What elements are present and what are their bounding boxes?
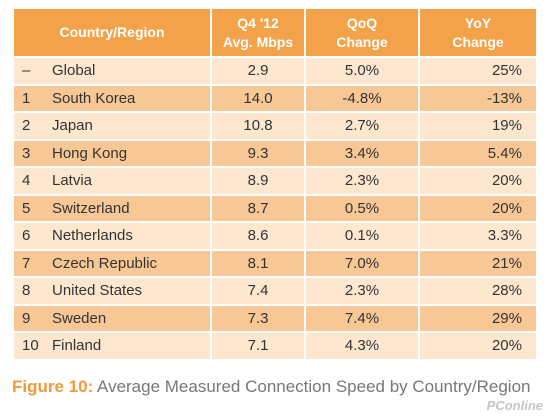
country-cell: 4 Latvia: [14, 168, 210, 194]
country-cell: 9 Sweden: [14, 305, 210, 331]
avg-speed-value: 9.3: [212, 140, 304, 166]
avg-speed-value: 8.9: [212, 168, 304, 194]
avg-speed-value: 14.0: [212, 85, 304, 111]
country-cell: 6 Netherlands: [14, 223, 210, 249]
rank-value: 1: [22, 89, 31, 107]
figure-caption: Figure 10: Average Measured Connection S…: [12, 377, 531, 397]
avg-speed-value: 7.3: [212, 305, 304, 331]
figure-label: Figure 10:: [12, 377, 94, 396]
header-yoy-line2: Change: [452, 33, 504, 50]
country-name: United States: [52, 282, 143, 300]
table-row: 3 Hong Kong 9.3 3.4% 5.4%: [14, 140, 536, 166]
header-speed-line2: Avg. Mbps: [222, 33, 294, 50]
qoq-change-value: 2.7%: [306, 113, 418, 139]
table-row: 9 Sweden 7.3 7.4% 29%: [14, 305, 536, 331]
yoy-change-value: 19%: [420, 113, 536, 139]
header-yoy-change: YoY Change: [420, 9, 536, 56]
yoy-change-value: -13%: [420, 85, 536, 111]
country-cell: 1 South Korea: [14, 85, 210, 111]
table-body: – Global 2.9 5.0% 25% 1 South Korea 14.0 -4.8% -1…: [14, 58, 536, 359]
country-cell: 3 Hong Kong: [14, 140, 210, 166]
qoq-change-value: 0.5%: [306, 195, 418, 221]
avg-speed-value: 8.1: [212, 250, 304, 276]
qoq-change-value: 4.3%: [306, 333, 418, 359]
table-row: 1 South Korea 14.0 -4.8% -13%: [14, 85, 536, 111]
country-name: Sweden: [52, 309, 107, 327]
country-cell: 2 Japan: [14, 113, 210, 139]
avg-speed-value: 2.9: [212, 58, 304, 84]
country-name: Netherlands: [52, 227, 133, 245]
table-row: 2 Japan 10.8 2.7% 19%: [14, 113, 536, 139]
country-cell: 7 Czech Republic: [14, 250, 210, 276]
watermark: PConline: [486, 398, 543, 413]
header-speed-line1: Q4 '12: [237, 14, 279, 31]
table-row: 10 Finland 7.1 4.3% 20%: [14, 333, 536, 359]
header-qoq-change: QoQ Change: [306, 9, 418, 56]
header-qoq-line1: QoQ: [346, 14, 378, 31]
rank-value: 10: [22, 337, 39, 355]
speed-table-container: Country/Region Q4 '12 Avg. Mbps QoQ Chan…: [12, 7, 536, 361]
rank-value: 5: [22, 199, 31, 217]
country-cell: 5 Switzerland: [14, 195, 210, 221]
rank-value: 3: [22, 144, 31, 162]
country-name: Switzerland: [52, 199, 130, 217]
yoy-change-value: 28%: [420, 278, 536, 304]
country-name: Finland: [52, 337, 102, 355]
country-name: South Korea: [52, 89, 136, 107]
header-yoy-line1: YoY: [464, 14, 492, 31]
yoy-change-value: 20%: [420, 168, 536, 194]
yoy-change-value: 21%: [420, 250, 536, 276]
qoq-change-value: 2.3%: [306, 168, 418, 194]
country-name: Czech Republic: [52, 254, 158, 272]
yoy-change-value: 29%: [420, 305, 536, 331]
table-header-row: Country/Region Q4 '12 Avg. Mbps QoQ Chan…: [14, 9, 536, 56]
yoy-change-value: 20%: [420, 333, 536, 359]
yoy-change-value: 5.4%: [420, 140, 536, 166]
country-name: Hong Kong: [52, 144, 128, 162]
table-row: 7 Czech Republic 8.1 7.0% 21%: [14, 250, 536, 276]
table-row: 6 Netherlands 8.6 0.1% 3.3%: [14, 223, 536, 249]
country-cell: 8 United States: [14, 278, 210, 304]
rank-value: 6: [22, 227, 31, 245]
speed-table: Country/Region Q4 '12 Avg. Mbps QoQ Chan…: [12, 7, 538, 361]
avg-speed-value: 7.1: [212, 333, 304, 359]
table-row: 8 United States 7.4 2.3% 28%: [14, 278, 536, 304]
country-cell: 10 Finland: [14, 333, 210, 359]
rank-value: –: [22, 62, 31, 80]
qoq-change-value: -4.8%: [306, 85, 418, 111]
figure-caption-text: Average Measured Connection Speed by Cou…: [93, 377, 531, 396]
header-avg-speed: Q4 '12 Avg. Mbps: [212, 9, 304, 56]
qoq-change-value: 3.4%: [306, 140, 418, 166]
qoq-change-value: 0.1%: [306, 223, 418, 249]
rank-value: 2: [22, 117, 31, 135]
rank-value: 8: [22, 282, 31, 300]
avg-speed-value: 10.8: [212, 113, 304, 139]
rank-value: 7: [22, 254, 31, 272]
table-row: 4 Latvia 8.9 2.3% 20%: [14, 168, 536, 194]
avg-speed-value: 7.4: [212, 278, 304, 304]
qoq-change-value: 7.4%: [306, 305, 418, 331]
country-name: Japan: [52, 117, 93, 135]
qoq-change-value: 7.0%: [306, 250, 418, 276]
country-name: Global: [52, 62, 96, 80]
yoy-change-value: 20%: [420, 195, 536, 221]
yoy-change-value: 3.3%: [420, 223, 536, 249]
yoy-change-value: 25%: [420, 58, 536, 84]
rank-value: 4: [22, 172, 31, 190]
table-row: – Global 2.9 5.0% 25%: [14, 58, 536, 84]
table-row: 5 Switzerland 8.7 0.5% 20%: [14, 195, 536, 221]
header-country-region: Country/Region: [14, 9, 210, 56]
header-qoq-line2: Change: [336, 33, 388, 50]
country-name: Latvia: [52, 172, 93, 190]
header-country-label: Country/Region: [59, 24, 165, 40]
rank-value: 9: [22, 309, 31, 327]
avg-speed-value: 8.7: [212, 195, 304, 221]
qoq-change-value: 5.0%: [306, 58, 418, 84]
country-cell: – Global: [14, 58, 210, 84]
qoq-change-value: 2.3%: [306, 278, 418, 304]
avg-speed-value: 8.6: [212, 223, 304, 249]
